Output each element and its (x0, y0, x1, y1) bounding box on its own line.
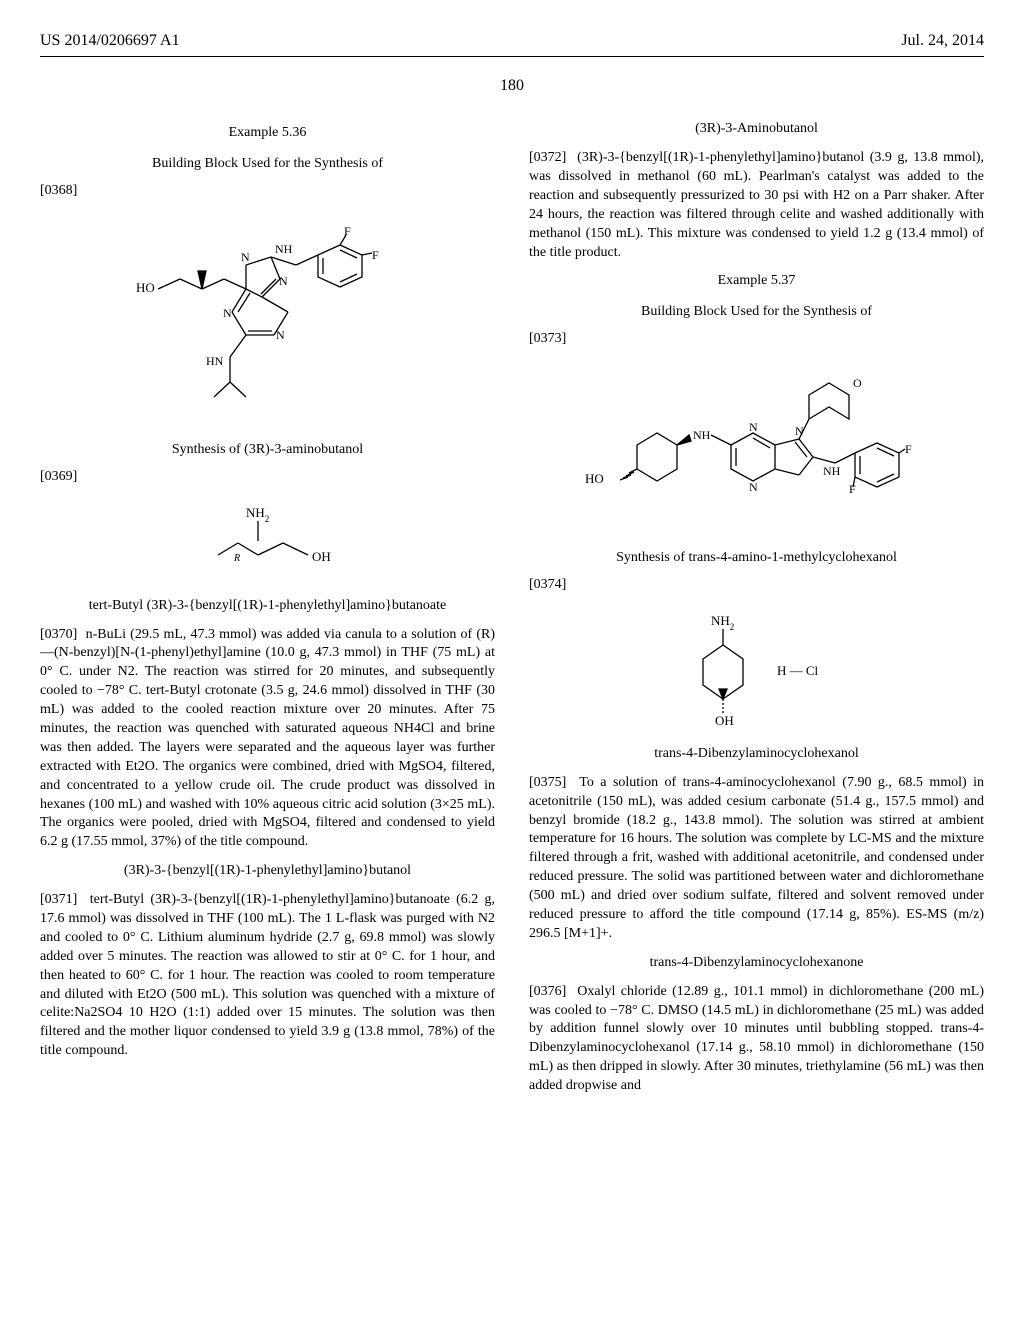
label-OH2: OH (715, 713, 734, 728)
para-0369-num: [0369] (40, 469, 77, 484)
label-N1: N (241, 250, 250, 264)
para-0373: [0373] (529, 330, 984, 349)
label-R: R (233, 553, 240, 564)
example-537-subtitle: Building Block Used for the Synthesis of (529, 303, 984, 322)
label-N3a: N (749, 420, 758, 434)
para-0371: [0371] tert-Butyl (3R)-3-{benzyl[(1R)-1-… (40, 891, 495, 1061)
patent-header: US 2014/0206697 A1 Jul. 24, 2014 (40, 30, 984, 52)
para-0371-text: tert-Butyl (3R)-3-{benzyl[(1R)-1-phenyle… (40, 892, 495, 1058)
label-HO2: HO (585, 471, 604, 486)
patent-date: Jul. 24, 2014 (901, 30, 984, 52)
patent-number: US 2014/0206697 A1 (40, 30, 180, 52)
label-NH: NH (275, 242, 293, 256)
structure-3: HO NH N N N (529, 365, 984, 535)
para-0372-text: (3R)-3-{benzyl[(1R)-1-phenylethyl]amino}… (529, 150, 984, 259)
para-0370: [0370] n-BuLi (29.5 mL, 47.3 mmol) was a… (40, 626, 495, 853)
label-NH2a: NH (693, 428, 711, 442)
para-0376-text: Oxalyl chloride (12.89 g., 101.1 mmol) i… (529, 984, 984, 1093)
para-0370-text: n-BuLi (29.5 mL, 47.3 mmol) was added vi… (40, 627, 495, 850)
label-O: O (853, 376, 862, 390)
structure-1: HO N NH (40, 217, 495, 427)
header-rule (40, 56, 984, 57)
structure-2: NH2 R OH (40, 503, 495, 583)
para-0372: [0372] (3R)-3-{benzyl[(1R)-1-phenylethyl… (529, 149, 984, 262)
compound-2-name: (3R)-3-{benzyl[(1R)-1-phenylethyl]amino}… (40, 862, 495, 881)
label-N3b: N (749, 480, 758, 494)
compound-1-name: tert-Butyl (3R)-3-{benzyl[(1R)-1-phenyle… (40, 597, 495, 616)
para-0371-num: [0371] (40, 892, 77, 907)
right-column: (3R)-3-Aminobutanol [0372] (3R)-3-{benzy… (529, 114, 984, 1106)
example-536-subtitle: Building Block Used for the Synthesis of (40, 155, 495, 174)
label-F2b: F (849, 482, 856, 496)
label-F1b: F (905, 442, 912, 456)
label-N3: N (223, 306, 232, 320)
label-HO: HO (136, 280, 155, 295)
content-columns: Example 5.36 Building Block Used for the… (40, 114, 984, 1106)
para-0368-num: [0368] (40, 183, 77, 198)
example-537-title: Example 5.37 (529, 272, 984, 291)
label-HCl: H — Cl (777, 663, 819, 678)
left-column: Example 5.36 Building Block Used for the… (40, 114, 495, 1106)
structure-4: NH2 OH H — Cl (529, 611, 984, 731)
para-0375-text: To a solution of trans-4-aminocyclohexan… (529, 775, 984, 941)
synthesis-title-2: Synthesis of trans-4-amino-1-methylcyclo… (529, 549, 984, 568)
para-0376-num: [0376] (529, 984, 566, 999)
compound-3-name: (3R)-3-Aminobutanol (529, 120, 984, 139)
para-0374-num: [0374] (529, 577, 566, 592)
para-0374: [0374] (529, 576, 984, 595)
para-0376: [0376] Oxalyl chloride (12.89 g., 101.1 … (529, 983, 984, 1096)
para-0369: [0369] (40, 468, 495, 487)
label-N2: N (279, 274, 288, 288)
label-OH: OH (312, 549, 331, 564)
para-0373-num: [0373] (529, 331, 566, 346)
para-0370-num: [0370] (40, 627, 77, 642)
compound-4-name: trans-4-Dibenzylaminocyclohexanol (529, 745, 984, 764)
label-NH2b: NH (823, 464, 841, 478)
label-F2: F (372, 248, 379, 262)
para-0368: [0368] (40, 182, 495, 201)
page-number: 180 (40, 75, 984, 97)
para-0375: [0375] To a solution of trans-4-aminocyc… (529, 774, 984, 944)
example-536-title: Example 5.36 (40, 124, 495, 143)
synthesis-title-1: Synthesis of (3R)-3-aminobutanol (40, 441, 495, 460)
compound-5-name: trans-4-Dibenzylaminocyclohexanone (529, 954, 984, 973)
label-HN: HN (206, 354, 224, 368)
para-0372-num: [0372] (529, 150, 566, 165)
para-0375-num: [0375] (529, 775, 566, 790)
